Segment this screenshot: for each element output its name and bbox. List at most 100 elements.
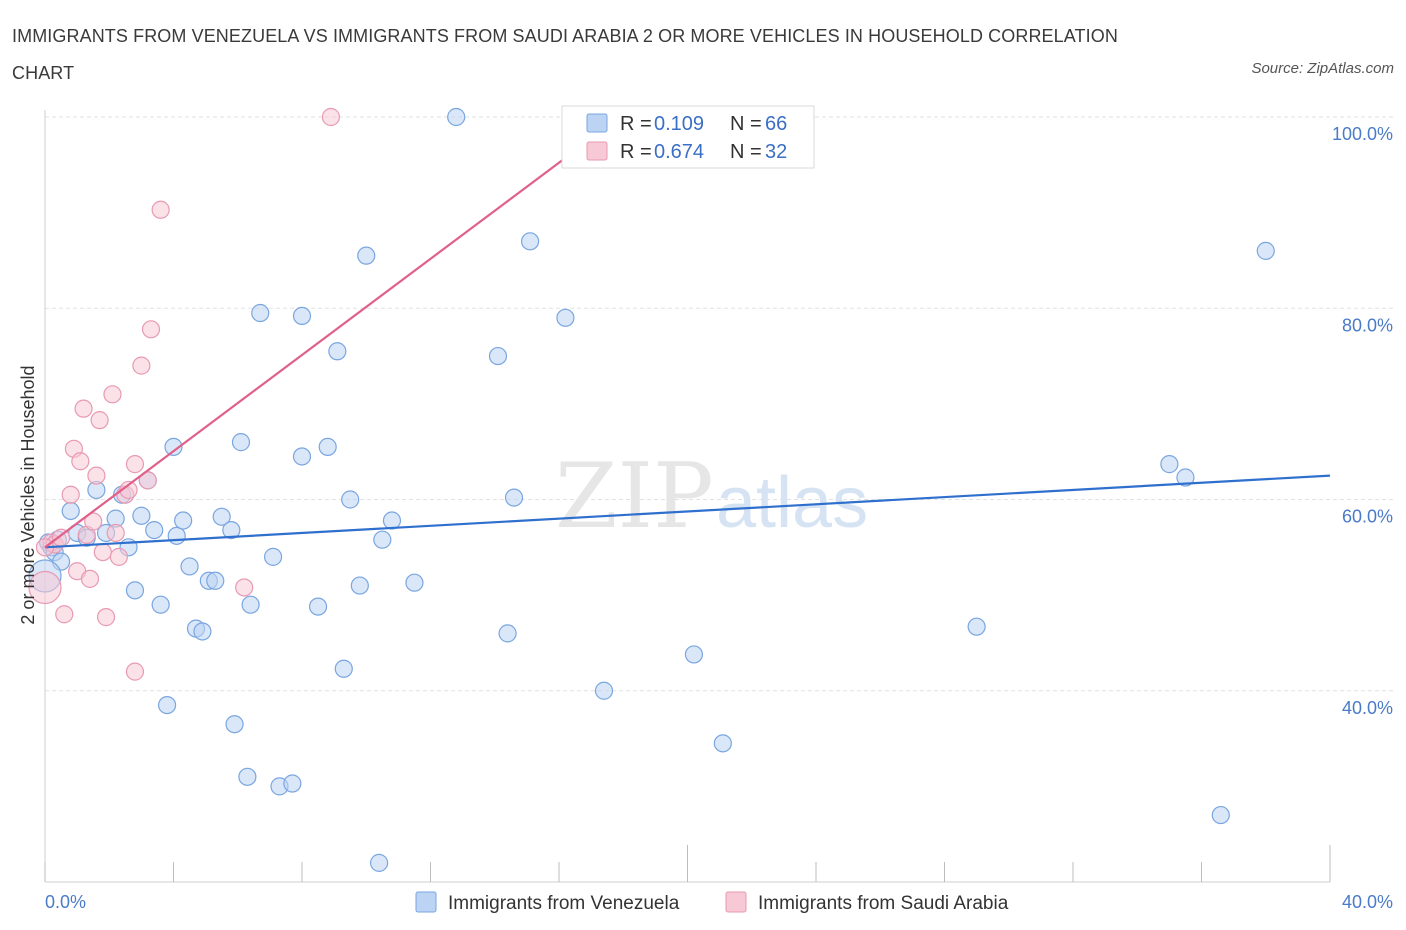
point-venezuela-48 — [382, 511, 402, 530]
legend-saudi-arabia-swatch — [725, 891, 747, 913]
saudi-arabia-r-label: R = — [620, 141, 652, 163]
point-venezuela-29 — [225, 715, 244, 734]
point-venezuela-37 — [292, 306, 312, 325]
point-venezuela-17 — [151, 595, 170, 614]
point-venezuela-18 — [157, 695, 177, 715]
point-venezuela-36 — [283, 774, 302, 793]
point-venezuela-57 — [684, 645, 704, 664]
point-saudi-arabia-25 — [138, 471, 157, 490]
point-venezuela-31 — [238, 767, 257, 786]
point-saudi-arabia-8 — [71, 452, 90, 471]
point-venezuela-28 — [222, 520, 241, 540]
point-venezuela-26 — [206, 571, 225, 590]
point-venezuela-44 — [350, 576, 369, 595]
point-venezuela-47 — [373, 530, 392, 549]
point-saudi-arabia-13 — [87, 466, 106, 485]
point-venezuela-40 — [318, 437, 337, 457]
point-venezuela-41 — [328, 342, 347, 361]
series-legend: Immigrants from Venezuela Immigrants fro… — [415, 891, 1009, 914]
saudi-arabia-n-value: 32 — [765, 141, 787, 163]
point-venezuela-43 — [341, 490, 360, 509]
y-tick-label-0: 40.0% — [1342, 698, 1393, 718]
trend-lines — [44, 116, 1331, 549]
point-venezuela-16 — [145, 520, 164, 540]
point-saudi-arabia-15 — [93, 542, 112, 562]
point-venezuela-45 — [357, 246, 376, 265]
point-saudi-arabia-29 — [321, 107, 341, 127]
point-venezuela-56 — [594, 681, 614, 700]
point-venezuela-30 — [231, 433, 251, 452]
point-venezuela-20 — [167, 526, 186, 545]
axes — [44, 110, 1331, 883]
watermark-zip: ZIP — [555, 444, 714, 549]
point-saudi-arabia-22 — [125, 662, 145, 681]
point-venezuela-14 — [132, 506, 151, 525]
point-venezuela-19 — [164, 437, 183, 457]
point-saudi-arabia-9 — [74, 399, 93, 418]
y-tick-label-3: 100.0% — [1332, 124, 1393, 144]
point-venezuela-13 — [125, 581, 145, 600]
point-venezuela-39 — [308, 597, 328, 616]
point-venezuela-55 — [556, 308, 575, 327]
y-axis-label: 2 or more Vehicles in Household — [18, 365, 38, 624]
saudi-arabia-r-value: 0.674 — [654, 141, 704, 163]
saudi-arabia-swatch — [586, 141, 608, 161]
point-venezuela-60 — [1160, 455, 1179, 474]
venezuela-swatch — [586, 113, 608, 133]
point-venezuela-51 — [488, 346, 508, 366]
legend-venezuela-label: Immigrants from Venezuela — [448, 893, 680, 914]
point-venezuela-21 — [174, 511, 193, 530]
point-saudi-arabia-5 — [61, 485, 80, 504]
venezuela-r-label: R = — [620, 113, 652, 135]
point-saudi-arabia-17 — [103, 385, 122, 404]
trend-line-venezuela — [44, 474, 1331, 549]
chart-title: IMMIGRANTS FROM VENEZUELA VS IMMIGRANTS … — [12, 26, 1118, 83]
point-venezuela-63 — [1256, 241, 1275, 260]
point-saudi-arabia-0 — [28, 570, 62, 605]
point-venezuela-33 — [251, 303, 270, 323]
saudi-arabia-n-label: N = — [730, 141, 762, 163]
x-tick-label-min: 0.0% — [45, 892, 86, 912]
point-saudi-arabia-4 — [55, 605, 74, 624]
point-saudi-arabia-23 — [125, 455, 145, 474]
point-venezuela-49 — [405, 573, 424, 592]
point-venezuela-22 — [180, 557, 199, 576]
chart-source: Source: ZipAtlas.com — [1251, 60, 1394, 77]
y-tick-label-1: 60.0% — [1342, 507, 1393, 527]
point-saudi-arabia-16 — [96, 608, 116, 627]
point-venezuela-58 — [713, 734, 732, 753]
point-saudi-arabia-26 — [141, 320, 161, 339]
point-venezuela-32 — [241, 595, 260, 614]
trend-line-saudi-arabia — [44, 116, 621, 549]
point-venezuela-50 — [447, 107, 466, 127]
point-saudi-arabia-28 — [235, 578, 254, 597]
tick-labels: 40.0% 60.0% 80.0% 100.0% 0.0% 40.0% — [45, 124, 1393, 912]
point-venezuela-61 — [1176, 468, 1195, 487]
point-saudi-arabia-18 — [106, 523, 125, 543]
venezuela-r-value: 0.109 — [654, 113, 704, 135]
venezuela-n-value: 66 — [765, 113, 787, 135]
point-saudi-arabia-24 — [132, 356, 151, 375]
point-saudi-arabia-12 — [84, 512, 103, 531]
x-tick-label-max: 40.0% — [1342, 892, 1393, 912]
point-saudi-arabia-14 — [90, 411, 109, 430]
point-venezuela-62 — [1211, 805, 1230, 825]
point-venezuela-34 — [263, 547, 283, 566]
point-venezuela-27 — [212, 507, 231, 526]
watermark: ZIP atlas — [555, 444, 868, 549]
point-venezuela-24 — [193, 622, 212, 641]
y-tick-label-2: 80.0% — [1342, 315, 1393, 335]
point-venezuela-5 — [61, 501, 80, 521]
point-venezuela-59 — [967, 617, 986, 636]
point-saudi-arabia-19 — [109, 547, 128, 566]
stats-legend: R = 0.109 N = 66 R = 0.674 N = 32 — [561, 105, 815, 169]
point-venezuela-52 — [498, 624, 517, 643]
point-venezuela-53 — [504, 488, 524, 507]
point-venezuela-38 — [292, 447, 312, 466]
point-venezuela-42 — [334, 659, 353, 678]
point-venezuela-54 — [520, 232, 540, 251]
legend-saudi-arabia-label: Immigrants from Saudi Arabia — [758, 893, 1009, 914]
point-saudi-arabia-11 — [80, 569, 100, 588]
point-venezuela-46 — [370, 853, 389, 872]
